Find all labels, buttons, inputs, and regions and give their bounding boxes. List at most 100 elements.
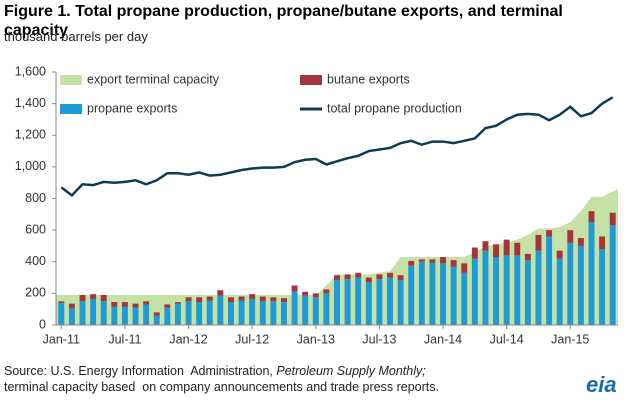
propane-bar bbox=[376, 279, 383, 325]
butane-bar bbox=[174, 302, 181, 304]
propane-bar bbox=[577, 245, 584, 325]
butane-bar bbox=[206, 296, 213, 301]
butane-bar bbox=[365, 277, 372, 283]
propane-bar bbox=[68, 308, 75, 325]
propane-bar bbox=[227, 302, 234, 325]
propane-bar bbox=[79, 301, 86, 325]
propane-bar bbox=[387, 277, 393, 325]
propane-bar bbox=[111, 306, 118, 325]
butane-bar bbox=[567, 230, 574, 243]
butane-bar bbox=[450, 260, 457, 267]
butane-bar bbox=[302, 291, 309, 296]
butane-bar bbox=[291, 285, 298, 292]
propane-bar bbox=[238, 300, 245, 325]
butane-bar bbox=[609, 212, 616, 226]
propane-bar bbox=[514, 255, 521, 325]
butane-bar bbox=[111, 302, 118, 307]
propane-bar bbox=[121, 306, 128, 325]
legend-label: propane exports bbox=[87, 101, 177, 115]
butane-bar bbox=[217, 290, 224, 296]
propane-bar bbox=[249, 298, 256, 325]
butane-bar bbox=[577, 238, 584, 246]
propane-bar bbox=[153, 315, 160, 325]
propane-bar bbox=[365, 282, 372, 325]
y-tick-label: 1,600 bbox=[15, 64, 46, 78]
butane-bar bbox=[556, 250, 563, 259]
logo: eia bbox=[586, 372, 617, 397]
propane-bar bbox=[302, 295, 309, 325]
butane-bar bbox=[58, 301, 65, 303]
legend-swatch bbox=[60, 75, 82, 85]
propane-bar bbox=[503, 255, 510, 325]
propane-bar bbox=[588, 222, 595, 325]
propane-bar bbox=[312, 297, 319, 325]
butane-bar bbox=[249, 294, 256, 299]
propane-bar bbox=[535, 250, 542, 325]
propane-bar bbox=[143, 304, 150, 325]
x-tick-label: Jan-11 bbox=[43, 332, 80, 346]
butane-bar bbox=[503, 239, 510, 256]
production-line bbox=[60, 96, 614, 197]
butane-bar bbox=[270, 297, 277, 302]
butane-bar bbox=[185, 297, 192, 302]
propane-bar bbox=[164, 307, 171, 325]
butane-bar bbox=[461, 263, 468, 273]
propane-bar bbox=[556, 258, 563, 325]
propane-bar bbox=[217, 295, 224, 325]
butane-bar bbox=[323, 289, 330, 294]
y-tick-label: 800 bbox=[25, 191, 46, 205]
butane-bar bbox=[281, 298, 287, 303]
y-tick-label: 600 bbox=[25, 222, 46, 236]
butane-bar bbox=[334, 275, 340, 280]
source-italic: Petroleum Supply Monthly; bbox=[276, 364, 426, 378]
propane-bar bbox=[270, 301, 277, 325]
butane-bar bbox=[588, 211, 595, 223]
butane-bar bbox=[355, 272, 362, 278]
propane-bar bbox=[567, 242, 574, 325]
propane-bar bbox=[259, 301, 266, 325]
y-tick-label: 0 bbox=[39, 317, 46, 331]
butane-bar bbox=[344, 274, 351, 280]
butane-bar bbox=[164, 304, 171, 308]
propane-bar bbox=[132, 307, 139, 325]
propane-bar bbox=[58, 302, 65, 325]
x-tick-label: Jan-15 bbox=[551, 332, 589, 346]
legend-label: total propane production bbox=[327, 101, 462, 115]
butane-bar bbox=[227, 297, 234, 303]
y-tick-label: 1,200 bbox=[15, 128, 46, 142]
x-tick-label: Jul-14 bbox=[490, 332, 524, 346]
propane-bar bbox=[174, 303, 181, 325]
butane-bar bbox=[100, 294, 107, 302]
propane-bar bbox=[482, 250, 489, 325]
chart-subtitle: thousand barrels per day bbox=[4, 29, 148, 44]
propane-bar bbox=[524, 260, 531, 325]
butane-bar bbox=[68, 303, 75, 309]
legend-label: butane exports bbox=[327, 72, 410, 86]
propane-bar bbox=[355, 277, 362, 325]
x-tick-label: Jan-14 bbox=[424, 332, 462, 346]
propane-bar bbox=[90, 298, 97, 325]
legend-label: export terminal capacity bbox=[87, 72, 220, 86]
butane-bar bbox=[482, 241, 489, 251]
propane-bar bbox=[461, 272, 468, 325]
butane-bar bbox=[259, 296, 266, 302]
propane-bar bbox=[493, 257, 500, 325]
butane-bar bbox=[312, 293, 319, 298]
propane-bar bbox=[429, 262, 436, 325]
y-tick-label: 1,400 bbox=[15, 96, 46, 110]
butane-bar bbox=[153, 312, 160, 316]
y-tick-label: 200 bbox=[25, 286, 46, 300]
propane-bar bbox=[418, 261, 425, 325]
chart-title: Figure 1. Total propane production, prop… bbox=[4, 3, 563, 39]
butane-bar bbox=[408, 260, 415, 266]
butane-bar bbox=[514, 242, 521, 256]
butane-bar bbox=[471, 247, 478, 259]
butane-bar bbox=[397, 275, 404, 280]
butane-bar bbox=[599, 236, 606, 250]
propane-bar bbox=[344, 279, 351, 325]
legend-swatch bbox=[60, 104, 82, 114]
x-tick-label: Jan-12 bbox=[169, 332, 207, 346]
butane-bar bbox=[440, 257, 447, 264]
